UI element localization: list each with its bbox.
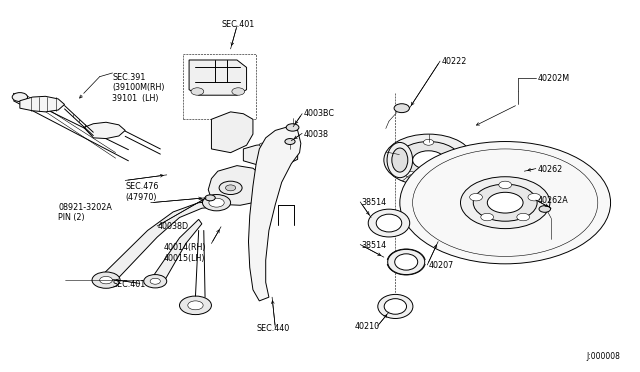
Circle shape [278,162,285,166]
Polygon shape [153,219,202,283]
Text: SEC.476
(47970): SEC.476 (47970) [125,182,159,202]
Ellipse shape [392,148,408,172]
Text: 40262A: 40262A [537,196,568,205]
Circle shape [539,206,550,212]
Text: 38514: 38514 [362,198,387,207]
Circle shape [397,141,461,179]
Ellipse shape [378,294,413,318]
Text: 40207: 40207 [429,261,454,270]
Text: 40038: 40038 [304,129,329,139]
Circle shape [232,88,244,95]
Polygon shape [208,166,266,205]
Circle shape [384,134,473,186]
Polygon shape [248,127,301,301]
Circle shape [487,192,523,213]
Circle shape [413,151,445,169]
Text: 08921-3202A
PIN (2): 08921-3202A PIN (2) [58,203,112,222]
Text: 40014(RH)
40015(LH): 40014(RH) 40015(LH) [164,243,206,263]
Circle shape [278,143,285,147]
Circle shape [405,171,415,177]
Circle shape [191,88,204,95]
Text: 38514: 38514 [362,241,387,250]
Circle shape [461,177,550,229]
Bar [182,54,256,119]
Text: J:000008: J:000008 [586,352,620,361]
Circle shape [286,124,299,131]
Circle shape [481,214,493,221]
Polygon shape [102,202,221,284]
Circle shape [12,93,28,102]
Circle shape [219,181,242,195]
Circle shape [499,181,511,189]
Circle shape [259,143,266,147]
Text: 40210: 40210 [355,322,380,331]
Text: 40262: 40262 [537,165,563,174]
Ellipse shape [376,214,402,232]
Text: 40202M: 40202M [537,74,569,83]
Circle shape [202,195,230,211]
Circle shape [266,151,278,158]
Ellipse shape [368,209,410,237]
Polygon shape [243,143,298,166]
Text: SEC.391
(39100M(RH)
39101  (LH): SEC.391 (39100M(RH) 39101 (LH) [113,73,165,103]
Polygon shape [278,205,294,225]
Ellipse shape [387,142,413,178]
Circle shape [452,152,463,157]
Circle shape [517,214,530,221]
Circle shape [259,162,266,166]
Circle shape [400,141,611,264]
Ellipse shape [388,249,425,275]
Polygon shape [189,60,246,95]
Ellipse shape [395,254,418,270]
Circle shape [394,104,410,113]
Circle shape [473,184,537,221]
Circle shape [528,193,541,201]
Circle shape [144,275,167,288]
Circle shape [285,138,295,144]
Circle shape [442,171,452,177]
Circle shape [188,301,203,310]
Circle shape [424,139,434,145]
Text: SEC.401: SEC.401 [113,280,146,289]
Ellipse shape [384,299,406,314]
Circle shape [205,195,215,201]
Text: 40038D: 40038D [157,222,188,231]
Circle shape [209,198,224,207]
Polygon shape [211,112,253,153]
Circle shape [100,276,113,284]
Circle shape [92,272,120,288]
Circle shape [225,185,236,191]
Text: 4003BC: 4003BC [304,109,335,118]
Text: 40222: 40222 [442,57,467,66]
Circle shape [150,278,161,284]
Circle shape [394,152,404,157]
Text: SEC.401: SEC.401 [221,20,254,29]
Text: SEC.440: SEC.440 [256,324,289,333]
Polygon shape [84,122,125,138]
Circle shape [179,296,211,315]
Circle shape [260,148,284,161]
Polygon shape [20,96,65,112]
Circle shape [470,193,483,201]
